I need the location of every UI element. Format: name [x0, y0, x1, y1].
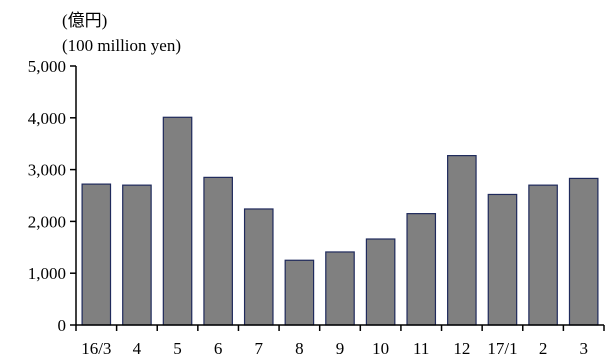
bar — [365, 238, 396, 326]
x-tick-label: 3 — [579, 339, 588, 358]
x-tick-label: 17/1 — [487, 339, 517, 358]
x-tick-label: 7 — [255, 339, 264, 358]
y-tick-label: 2,000 — [28, 212, 66, 231]
x-tick-label: 16/3 — [81, 339, 111, 358]
x-tick-label: 8 — [295, 339, 304, 358]
bar — [81, 183, 112, 326]
x-tick-label: 9 — [336, 339, 345, 358]
bar — [162, 116, 193, 326]
bar — [568, 177, 599, 326]
x-tick-label: 11 — [413, 339, 429, 358]
bar — [325, 251, 355, 326]
bar — [406, 213, 437, 326]
y-tick-label: 4,000 — [28, 109, 66, 128]
x-tick-label: 5 — [173, 339, 182, 358]
bar — [487, 193, 518, 326]
y-tick-label: 0 — [58, 316, 67, 335]
y-tick-label: 3,000 — [28, 161, 66, 180]
bar — [122, 184, 152, 326]
x-tick-label: 4 — [133, 339, 142, 358]
y-tick-label: 5,000 — [28, 57, 66, 76]
x-tick-label: 2 — [539, 339, 548, 358]
y-tick-label: 1,000 — [28, 264, 66, 283]
bar — [447, 155, 477, 326]
x-tick-label: 6 — [214, 339, 223, 358]
bar — [284, 259, 315, 326]
bar — [243, 208, 274, 326]
bar — [528, 184, 558, 326]
x-tick-label: 10 — [372, 339, 389, 358]
y-unit-label-en: (100 million yen) — [62, 36, 181, 55]
bar — [203, 176, 233, 326]
y-unit-label-jp: (億円) — [62, 11, 108, 30]
x-tick-label: 12 — [453, 339, 470, 358]
